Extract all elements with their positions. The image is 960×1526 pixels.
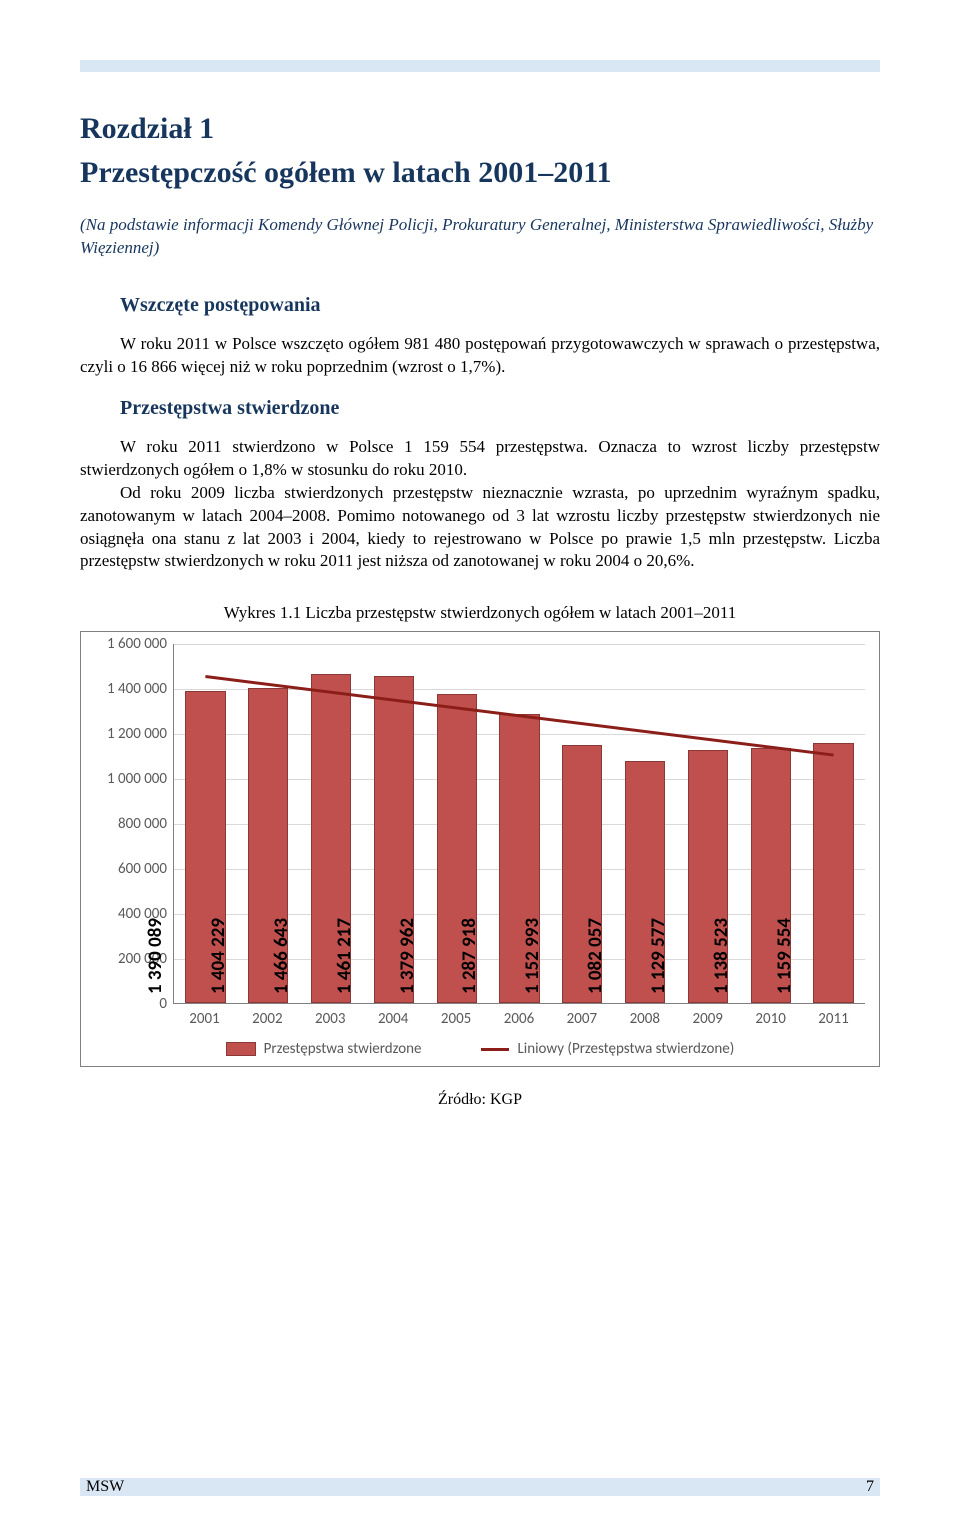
bar-value-label: 1 082 057 (584, 918, 607, 994)
bar-value-label: 1 129 577 (647, 918, 670, 994)
legend-item-line: Liniowy (Przestępstwa stwierdzone) (481, 1040, 734, 1058)
x-tick-label: 2006 (488, 1004, 551, 1028)
plot-area: 1 390 0891 404 2291 466 6431 461 2171 37… (173, 644, 865, 1004)
x-tick-label: 2005 (425, 1004, 488, 1028)
x-tick-label: 2008 (613, 1004, 676, 1028)
legend-line-label: Liniowy (Przestępstwa stwierdzone) (517, 1040, 734, 1058)
bar-slot: 1 159 554 (802, 644, 865, 1003)
x-axis: 2001200220032004200520062007200820092010… (173, 1004, 865, 1028)
bar-value-label: 1 461 217 (333, 918, 356, 994)
header-rule (80, 60, 880, 72)
bar-value-label: 1 404 229 (207, 918, 230, 994)
bar-value-label: 1 152 993 (521, 918, 544, 994)
y-tick-label: 600 000 (118, 860, 167, 878)
page-footer: MSW 7 (80, 1478, 880, 1496)
y-tick-label: 1 400 000 (107, 680, 167, 698)
x-tick-label: 2011 (802, 1004, 865, 1028)
x-tick-label: 2009 (676, 1004, 739, 1028)
section-heading-2: Przestępstwa stwierdzone (80, 397, 880, 420)
section-1-body: W roku 2011 w Polsce wszczęto ogółem 981… (80, 333, 880, 379)
section-2-body-2: Od roku 2009 liczba stwierdzonych przest… (80, 482, 880, 574)
chart-legend: Przestępstwa stwierdzone Liniowy (Przest… (95, 1040, 865, 1058)
bar-chart: 0200 000400 000600 000800 0001 000 0001 … (95, 644, 865, 1004)
y-tick-label: 800 000 (118, 815, 167, 833)
swatch-bar-icon (226, 1042, 256, 1056)
y-tick-label: 0 (159, 995, 167, 1013)
footer-left: MSW (80, 1478, 130, 1496)
footer-rule (80, 1478, 880, 1496)
bar-value-label: 1 138 523 (710, 918, 733, 994)
x-tick-label: 2002 (236, 1004, 299, 1028)
chapter-heading: Rozdział 1 (80, 112, 880, 146)
swatch-line-icon (481, 1048, 509, 1051)
section-2-body-1: W roku 2011 stwierdzono w Polsce 1 159 5… (80, 436, 880, 482)
bar-value-label: 1 159 554 (773, 918, 796, 994)
section-2-text-2: Od roku 2009 liczba stwierdzonych przest… (80, 483, 880, 571)
bars-container: 1 390 0891 404 2291 466 6431 461 2171 37… (174, 644, 865, 1003)
section-2-text-1: W roku 2011 stwierdzono w Polsce 1 159 5… (80, 437, 880, 479)
y-tick-label: 1 200 000 (107, 725, 167, 743)
y-tick-label: 1 000 000 (107, 770, 167, 788)
x-tick-label: 2003 (299, 1004, 362, 1028)
legend-bar-label: Przestępstwa stwierdzone (264, 1040, 422, 1058)
bar-value-label: 1 379 962 (396, 918, 419, 994)
chart-title: Wykres 1.1 Liczba przestępstw stwierdzon… (80, 603, 880, 623)
footer-page-number: 7 (860, 1478, 880, 1496)
x-tick-label: 2001 (173, 1004, 236, 1028)
section-1-text: W roku 2011 w Polsce wszczęto ogółem 981… (80, 334, 880, 376)
legend-item-bar: Przestępstwa stwierdzone (226, 1040, 422, 1058)
bar-value-label: 1 466 643 (270, 918, 293, 994)
page-title: Przestępczość ogółem w latach 2001–2011 (80, 156, 880, 190)
x-tick-label: 2004 (362, 1004, 425, 1028)
bar-value-label: 1 390 089 (144, 918, 167, 994)
chart-source: Źródło: KGP (80, 1091, 880, 1109)
bar-value-label: 1 287 918 (458, 918, 481, 994)
subtitle: (Na podstawie informacji Komendy Głównej… (80, 214, 880, 260)
x-tick-label: 2010 (739, 1004, 802, 1028)
bar: 1 159 554 (813, 743, 853, 1003)
chart-frame: 0200 000400 000600 000800 0001 000 0001 … (80, 631, 880, 1067)
section-heading-1: Wszczęte postępowania (80, 294, 880, 317)
x-tick-label: 2007 (550, 1004, 613, 1028)
document-page: Rozdział 1 Przestępczość ogółem w latach… (0, 0, 960, 1526)
y-tick-label: 1 600 000 (107, 635, 167, 653)
